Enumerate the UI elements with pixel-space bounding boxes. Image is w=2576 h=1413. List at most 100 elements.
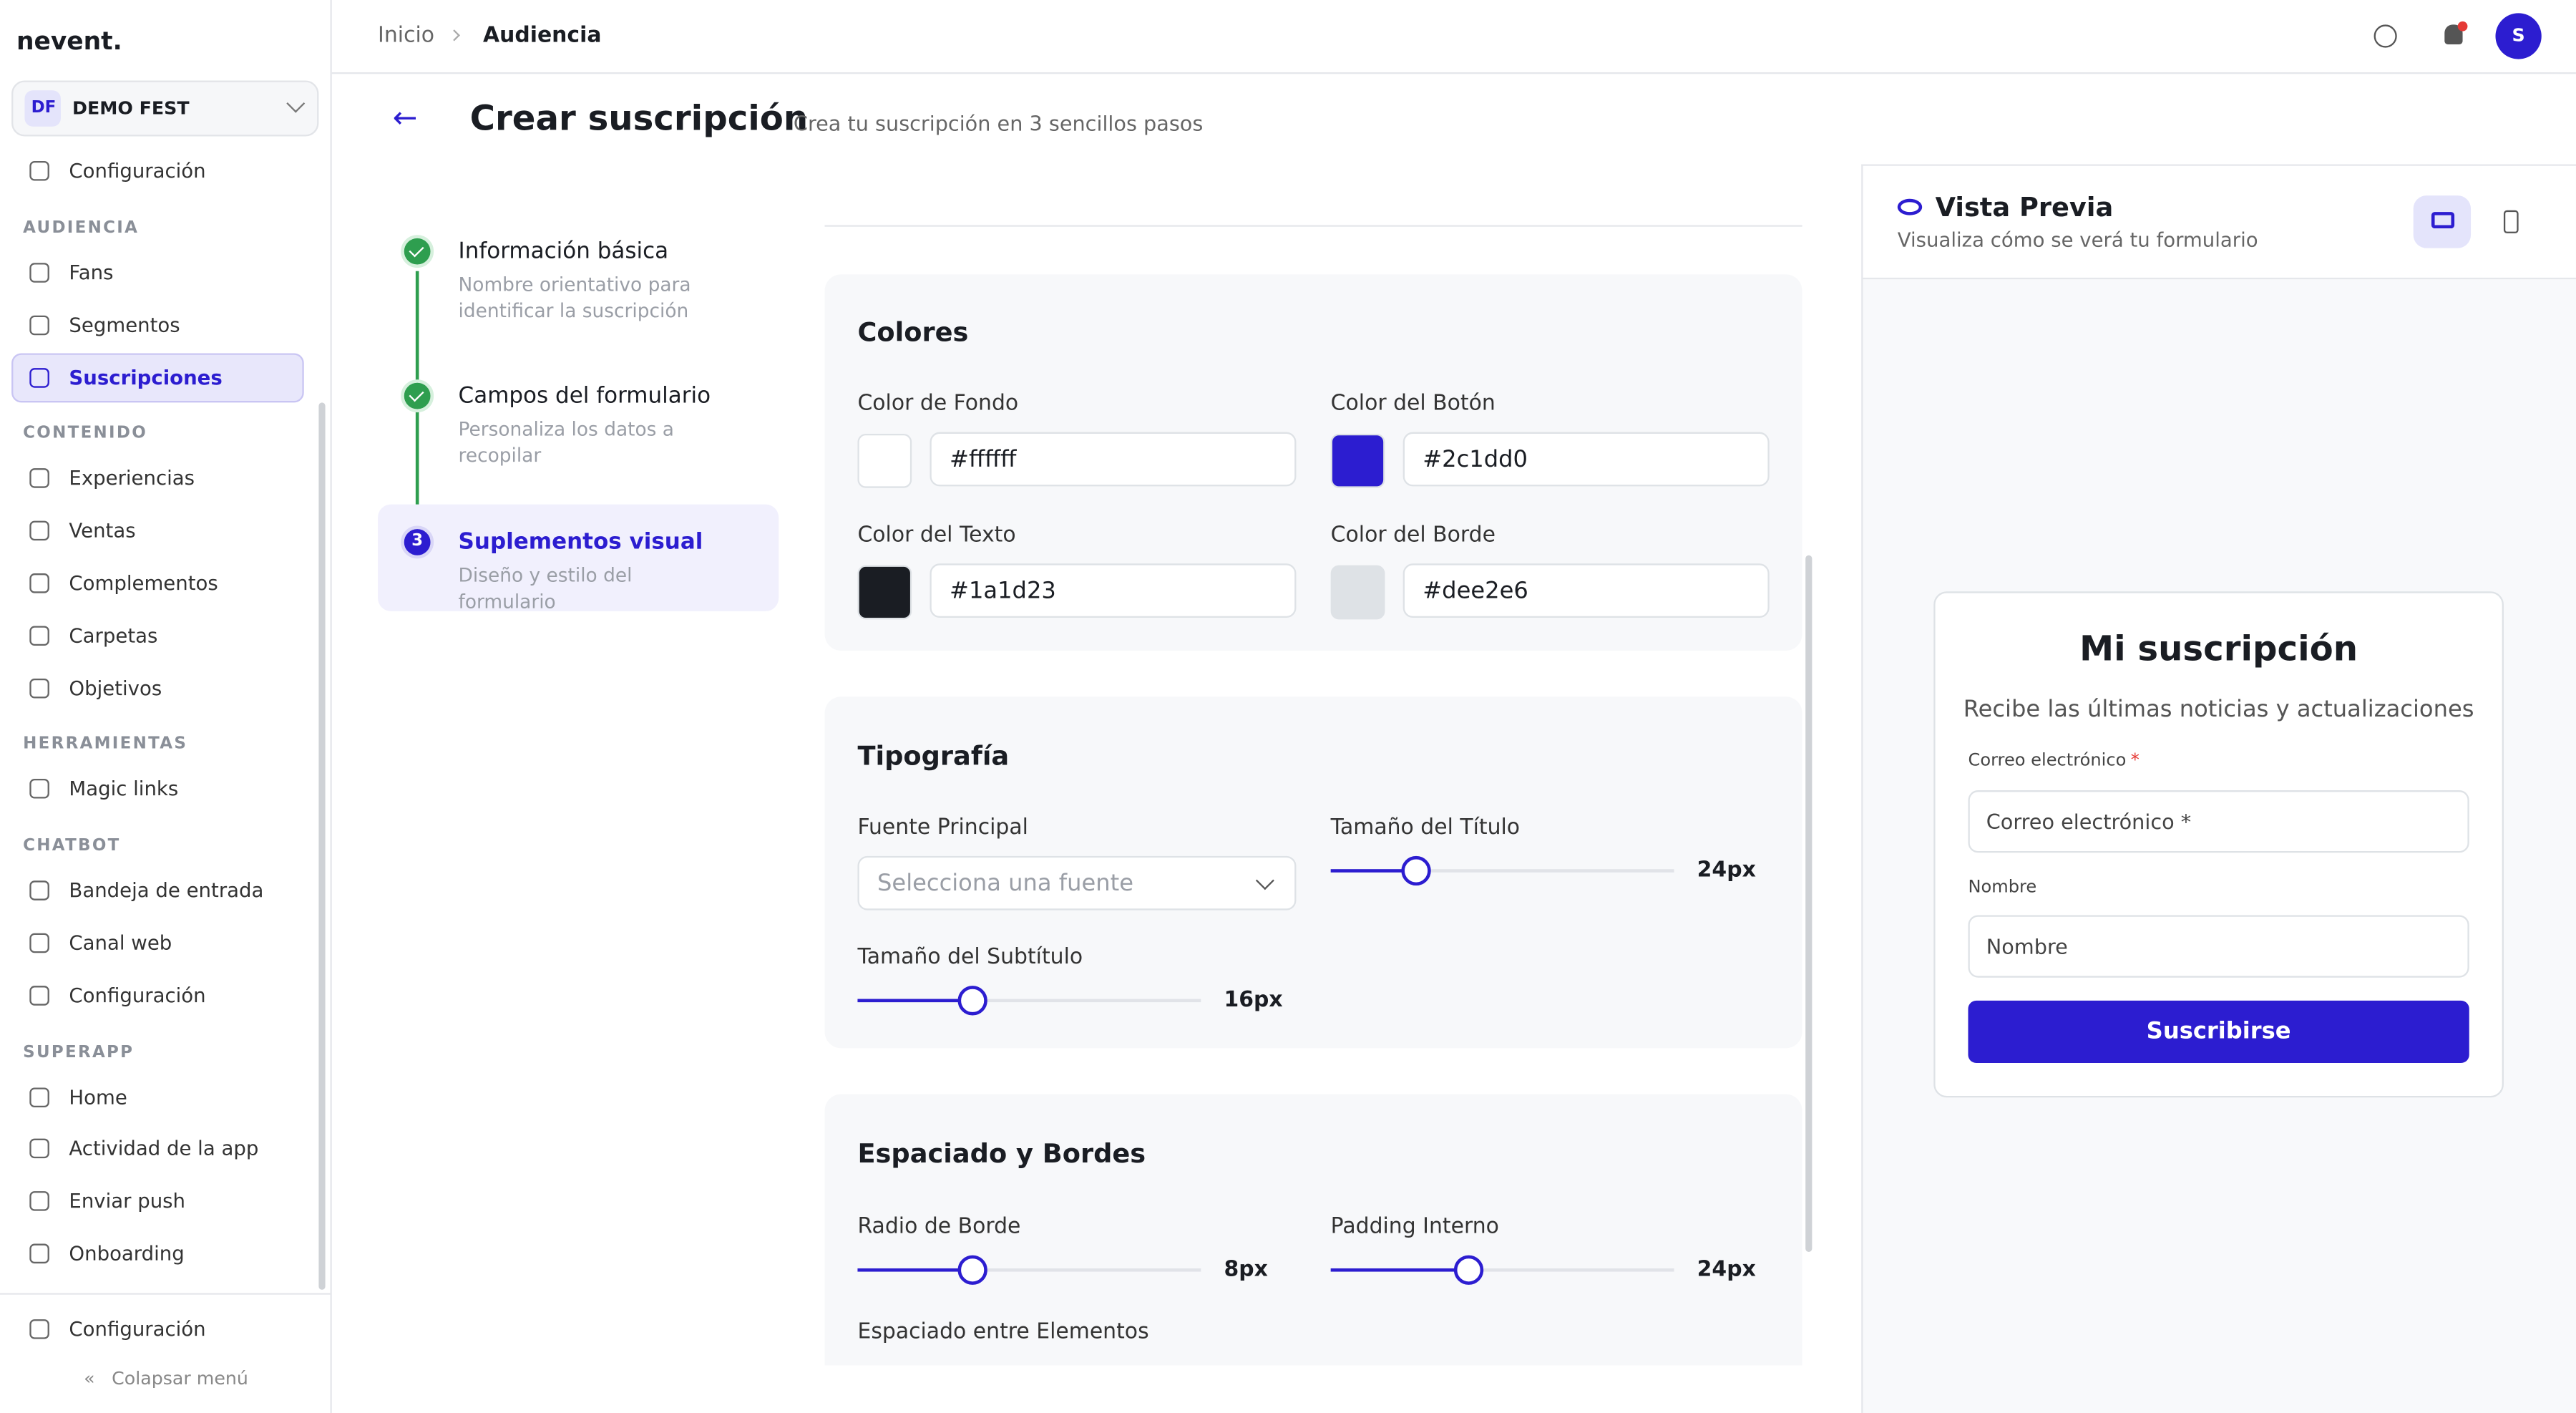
color-swatch[interactable] — [857, 565, 912, 620]
icon — [29, 160, 49, 181]
section-title: SUPERAPP — [23, 1043, 135, 1062]
step-circle — [401, 525, 434, 559]
button-label[interactable]: Suscribirse — [2146, 1019, 2291, 1045]
org-selector[interactable] — [11, 80, 319, 137]
header — [331, 0, 2576, 74]
icon — [29, 779, 49, 800]
card-title: Tipografía — [857, 740, 1010, 772]
active-item[interactable] — [11, 352, 304, 402]
icon — [29, 573, 49, 593]
content-mask — [789, 1365, 1840, 1413]
desktop-icon — [2431, 212, 2455, 229]
back-arrow[interactable]: ← — [392, 101, 418, 136]
card-title: Colores — [857, 316, 969, 348]
help-icon[interactable] — [2373, 24, 2397, 48]
section-title: HERRAMIENTAS — [23, 736, 188, 754]
name-input[interactable] — [1968, 915, 2469, 978]
font-select[interactable] — [857, 855, 1297, 911]
collapse[interactable]: Colapsar menú — [112, 1367, 248, 1389]
slider-thumb[interactable] — [957, 986, 987, 1016]
avatar[interactable] — [2495, 13, 2542, 59]
field-label: Color del Botón — [1330, 392, 1496, 417]
desktop-toggle[interactable] — [2413, 195, 2472, 248]
nav-item[interactable]: Complementos — [69, 571, 218, 595]
field-label: Color del Texto — [857, 523, 1016, 548]
input-placeholder: Nombre — [1986, 933, 2068, 959]
logo: nevent. — [16, 26, 122, 57]
color-value: #dee2e6 — [1423, 578, 1528, 605]
nav-item[interactable]: Suscripciones — [69, 365, 223, 389]
input-label: Correo electrónico — [1968, 750, 2127, 771]
slider-fill — [857, 1268, 973, 1272]
nav-item[interactable]: Home — [69, 1085, 127, 1109]
field-label: Padding Interno — [1330, 1215, 1499, 1240]
nav-item[interactable]: Enviar push — [69, 1190, 186, 1213]
slider-value: 8px — [1224, 1258, 1268, 1283]
step-title[interactable]: Campos del formulario — [458, 382, 711, 409]
icon — [29, 933, 49, 953]
nav-item[interactable]: Configuración — [69, 984, 206, 1007]
icon — [29, 263, 49, 283]
breadcrumb[interactable]: Inicio — [378, 24, 435, 49]
color-input[interactable] — [1402, 563, 1770, 618]
email-input[interactable] — [1968, 790, 2469, 853]
step-title[interactable]: Información básica — [458, 238, 669, 265]
nav-item[interactable]: Objetivos — [69, 676, 162, 699]
slider-thumb[interactable] — [957, 1255, 987, 1285]
mobile-icon[interactable] — [2503, 210, 2519, 233]
icon — [29, 367, 49, 387]
form-subtitle: Recibe las últimas noticias y actualizac… — [1963, 696, 2474, 723]
slider-value: 24px — [1697, 1258, 1756, 1283]
nav-item[interactable]: Configuración — [69, 159, 206, 183]
slider-thumb[interactable] — [1453, 1255, 1484, 1285]
field-label: Color del Borde — [1330, 523, 1496, 548]
nav-item[interactable]: Ventas — [69, 519, 136, 543]
step-title[interactable]: Suplementos visual — [458, 529, 703, 555]
color-input[interactable] — [930, 432, 1297, 487]
section-title: CONTENIDO — [23, 425, 148, 444]
org-initials: DF — [31, 99, 57, 118]
nav-item[interactable]: Carpetas — [69, 623, 158, 647]
color-input[interactable] — [930, 563, 1297, 618]
nav-item[interactable]: Configuración — [69, 1317, 206, 1341]
page-title: Crear suscripción — [469, 98, 809, 138]
icon — [29, 1087, 49, 1107]
slider-track — [1330, 1268, 1674, 1272]
nav-item[interactable]: Actividad de la app — [69, 1137, 259, 1161]
nav-item[interactable]: Segmentos — [69, 313, 180, 337]
slider-fill — [1330, 869, 1417, 873]
nav-item[interactable]: Onboarding — [69, 1242, 185, 1266]
step-active — [378, 504, 779, 611]
preview-subtitle: Visualiza cómo se verá tu formulario — [1897, 228, 2258, 252]
color-swatch[interactable] — [1330, 565, 1385, 620]
step-circle — [401, 379, 434, 413]
nav-item[interactable]: Fans — [69, 261, 114, 285]
slider-track — [857, 1268, 1201, 1272]
icon — [29, 626, 49, 646]
slider-thumb[interactable] — [1401, 855, 1431, 886]
icon — [29, 521, 49, 541]
slider-value: 24px — [1697, 858, 1756, 883]
slider-track — [1330, 869, 1674, 873]
scrollbar — [318, 402, 326, 1290]
icon — [29, 1319, 49, 1339]
nav-item[interactable]: Magic links — [69, 777, 179, 801]
field-label: Tamaño del Subtítulo — [857, 945, 1083, 971]
nav-item[interactable]: Experiencias — [69, 467, 195, 490]
icon — [29, 1243, 49, 1264]
step-description: Nombre orientativo para identificar la s… — [458, 273, 691, 322]
color-swatch[interactable] — [1330, 433, 1385, 488]
color-value: #ffffff — [950, 447, 1017, 474]
submit-button[interactable] — [1968, 1000, 2469, 1064]
avatar-initial[interactable]: S — [2512, 24, 2525, 47]
nav-item[interactable]: Canal web — [69, 931, 172, 955]
step-line — [415, 271, 419, 576]
icon — [29, 315, 49, 335]
field-label: Color de Fondo — [857, 392, 1019, 417]
nav-item[interactable]: Bandeja de entrada — [69, 879, 264, 903]
preview-title: Vista Previa — [1935, 191, 2114, 223]
field-label: Radio de Borde — [857, 1215, 1021, 1240]
color-input[interactable] — [1402, 432, 1770, 487]
color-swatch[interactable] — [857, 433, 912, 488]
